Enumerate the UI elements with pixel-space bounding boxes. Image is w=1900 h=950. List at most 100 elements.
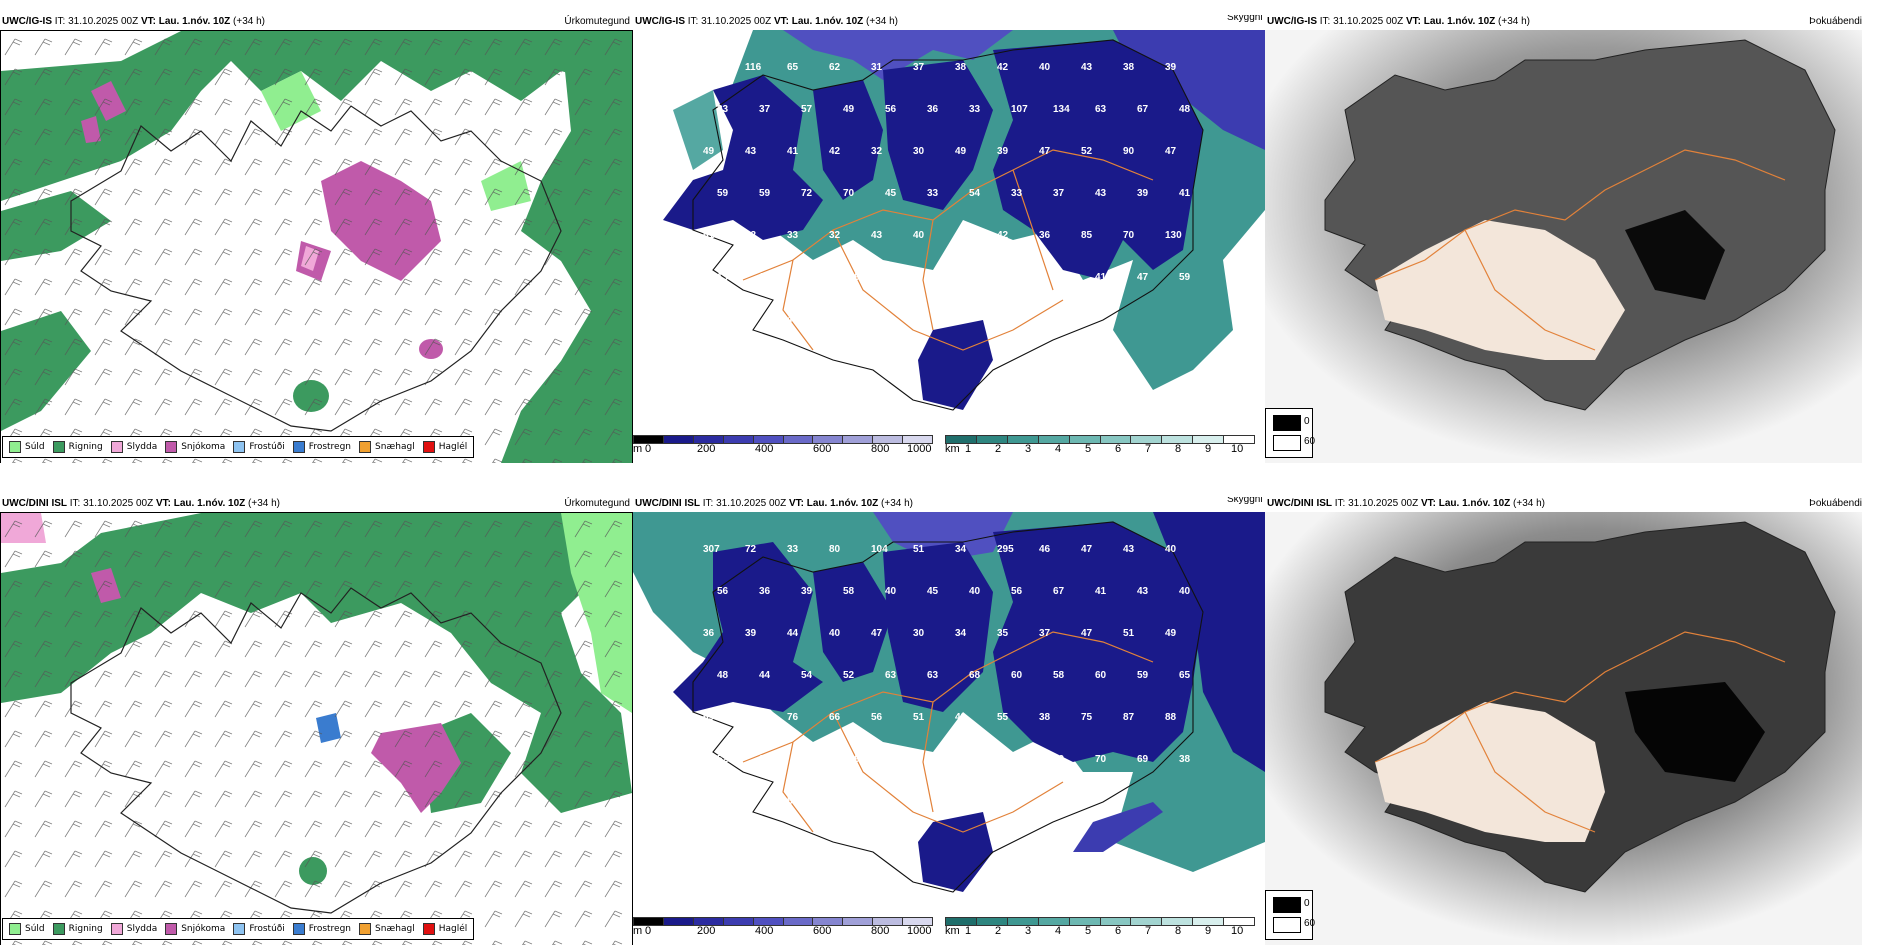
colorbar-tick: 400 bbox=[755, 925, 774, 937]
ceiling-value-label: 51 bbox=[913, 712, 925, 723]
iceland-coast bbox=[70, 105, 562, 432]
ceiling-value-label: 130 bbox=[1165, 230, 1182, 241]
precip-map-svg bbox=[1, 513, 632, 945]
precip-type-legend: Súld Rigning Slydda Snjókoma Frostúði Fr… bbox=[2, 918, 475, 940]
cloud-map: 307 72 33 80 104 51 34 295 46 47 43 40 56 36 39 58 40 45 4… bbox=[633, 512, 1265, 915]
fog-legend-label: 60 bbox=[1304, 436, 1316, 447]
legend-swatch bbox=[165, 441, 178, 453]
ceiling-value-label: 49 bbox=[955, 146, 967, 157]
panel-title: UWC/DINI ISL IT: 31.10.2025 00Z VT: Lau.… bbox=[2, 498, 280, 509]
ceiling-value-label: 43 bbox=[871, 230, 883, 241]
ceiling-value-label: 32 bbox=[829, 230, 841, 241]
ceiling-value-label: 44 bbox=[759, 670, 771, 681]
ceiling-value-label: 52 bbox=[843, 670, 855, 681]
colorbar-tick: 800 bbox=[871, 443, 890, 455]
colorbar-tick: 200 bbox=[697, 925, 716, 937]
ceiling-value-label: 70 bbox=[1123, 230, 1135, 241]
low-fog-land bbox=[1375, 220, 1625, 360]
colorbar-tick: 8 bbox=[1175, 443, 1182, 455]
ceiling-value-label: 41 bbox=[1095, 586, 1107, 597]
ceiling-value-label: 40 bbox=[1165, 544, 1177, 555]
ceiling-value-label: 47 bbox=[871, 628, 883, 639]
cloud-map-svg: 307 72 33 80 104 51 34 295 46 47 43 40 56 36 39 58 40 45 4… bbox=[633, 512, 1265, 915]
ceiling-value-label: 139 bbox=[717, 272, 734, 283]
panel-title: UWC/IG-IS IT: 31.10.2025 00Z VT: Lau. 1.… bbox=[2, 16, 265, 27]
panel-name: Úrkomutegund bbox=[564, 16, 630, 27]
colorbar-tick: 800 bbox=[871, 925, 890, 937]
ceiling-value-label: 70 bbox=[843, 188, 855, 199]
colorbar-tick: 0 bbox=[645, 443, 652, 455]
ceiling-value-label: 31 bbox=[871, 62, 883, 73]
ceiling-value-label: 32 bbox=[871, 146, 883, 157]
ceiling-value-label: 116 bbox=[745, 62, 762, 73]
ceiling-value-label: 75 bbox=[1081, 712, 1093, 723]
colorbar-tick: 10 bbox=[1231, 925, 1244, 937]
ceiling-value-label: 56 bbox=[717, 586, 729, 597]
ceiling-area bbox=[918, 812, 993, 892]
legend-item: Frostúði bbox=[233, 441, 285, 453]
ceiling-value-label: 67 bbox=[1053, 586, 1065, 597]
ceiling-value-label: 47 bbox=[1081, 628, 1093, 639]
ceiling-colorbar: m 0 200 400 600 800 1000 bbox=[633, 435, 934, 463]
ceiling-value-label: 42 bbox=[997, 62, 1009, 73]
ceiling-value-label: 37 bbox=[1053, 188, 1065, 199]
legend-item: Frostregn bbox=[292, 923, 351, 935]
legend-item: Haglél bbox=[422, 923, 467, 935]
colorbar-tick: 1000 bbox=[907, 443, 932, 455]
ceiling-value-label: 56 bbox=[871, 712, 883, 723]
cloud-panel-top: UWC/IG-IS IT: 31.10.2025 00Z VT: Lau. 1.… bbox=[633, 15, 1265, 463]
ceiling-area bbox=[1073, 802, 1163, 852]
ceiling-value-label: 36 bbox=[703, 628, 715, 639]
ceiling-value-label: 86 bbox=[969, 272, 981, 283]
ceiling-value-label: 169 bbox=[843, 754, 860, 765]
ceiling-value-label: 45 bbox=[969, 754, 981, 765]
fog-legend-swatch bbox=[1273, 435, 1301, 451]
ceiling-value-label: 38 bbox=[1039, 712, 1051, 723]
legend-item: Rigning bbox=[52, 923, 103, 935]
legend-swatch bbox=[233, 441, 246, 453]
visibility-area bbox=[673, 90, 723, 170]
colorbar-tick: 5 bbox=[1085, 925, 1092, 937]
legend-swatch bbox=[110, 441, 123, 453]
ceiling-value-label: 40 bbox=[913, 230, 925, 241]
ceiling-value-label: 38 bbox=[955, 62, 967, 73]
colorbar-tick: 1 bbox=[965, 443, 972, 455]
ceiling-value-label: 177 bbox=[1011, 272, 1028, 283]
legend-swatch bbox=[165, 923, 178, 935]
ceiling-value-label: 69 bbox=[703, 712, 715, 723]
colorbar-tick: 7 bbox=[1145, 443, 1152, 455]
ceiling-value-label: 44 bbox=[787, 628, 799, 639]
legend-swatch bbox=[52, 441, 65, 453]
colorbar-tick: 4 bbox=[1055, 443, 1062, 455]
ceiling-value-label: 49 bbox=[703, 146, 715, 157]
ceiling-value-label: 41 bbox=[787, 146, 799, 157]
colorbar-tick: 200 bbox=[697, 443, 716, 455]
legend-item: Snæhagl bbox=[359, 923, 415, 935]
road-network bbox=[742, 149, 1154, 351]
ceiling-value-label: 80 bbox=[829, 544, 841, 555]
panel-title: UWC/IG-IS IT: 31.10.2025 00Z VT: Lau. 1.… bbox=[1267, 16, 1530, 27]
ceiling-value-label: 57 bbox=[871, 314, 883, 325]
legend-swatch bbox=[292, 923, 305, 935]
ceiling-value-label: 30 bbox=[913, 628, 925, 639]
ceiling-value-label: 59 bbox=[1137, 670, 1149, 681]
legend-item: Slydda bbox=[110, 923, 157, 935]
ceiling-value-label: 59 bbox=[1053, 754, 1065, 765]
ceiling-value-label: 34 bbox=[955, 544, 967, 555]
ceiling-value-label: 59 bbox=[1179, 272, 1191, 283]
ceiling-value-label: 67 bbox=[1137, 104, 1149, 115]
ceiling-value-label: 43 bbox=[745, 146, 757, 157]
ceiling-value-label: 38 bbox=[1123, 62, 1135, 73]
ceiling-value-label: 65 bbox=[1179, 670, 1191, 681]
ceiling-value-label: 72 bbox=[801, 188, 813, 199]
fog-legend-swatch bbox=[1273, 917, 1301, 933]
ceiling-value-label: 56 bbox=[885, 104, 897, 115]
fog-panel-bottom: UWC/DINI ISL IT: 31.10.2025 00Z VT: Lau.… bbox=[1265, 497, 1900, 945]
ceiling-area bbox=[883, 60, 993, 210]
legend-item: Snjókoma bbox=[165, 441, 225, 453]
precip-map bbox=[0, 30, 633, 463]
fog-legend-swatch bbox=[1273, 897, 1301, 913]
fog-legend-label: 0 bbox=[1304, 898, 1310, 909]
ceiling-value-label: 88 bbox=[1165, 712, 1177, 723]
colorbar-tick: 2 bbox=[995, 925, 1002, 937]
